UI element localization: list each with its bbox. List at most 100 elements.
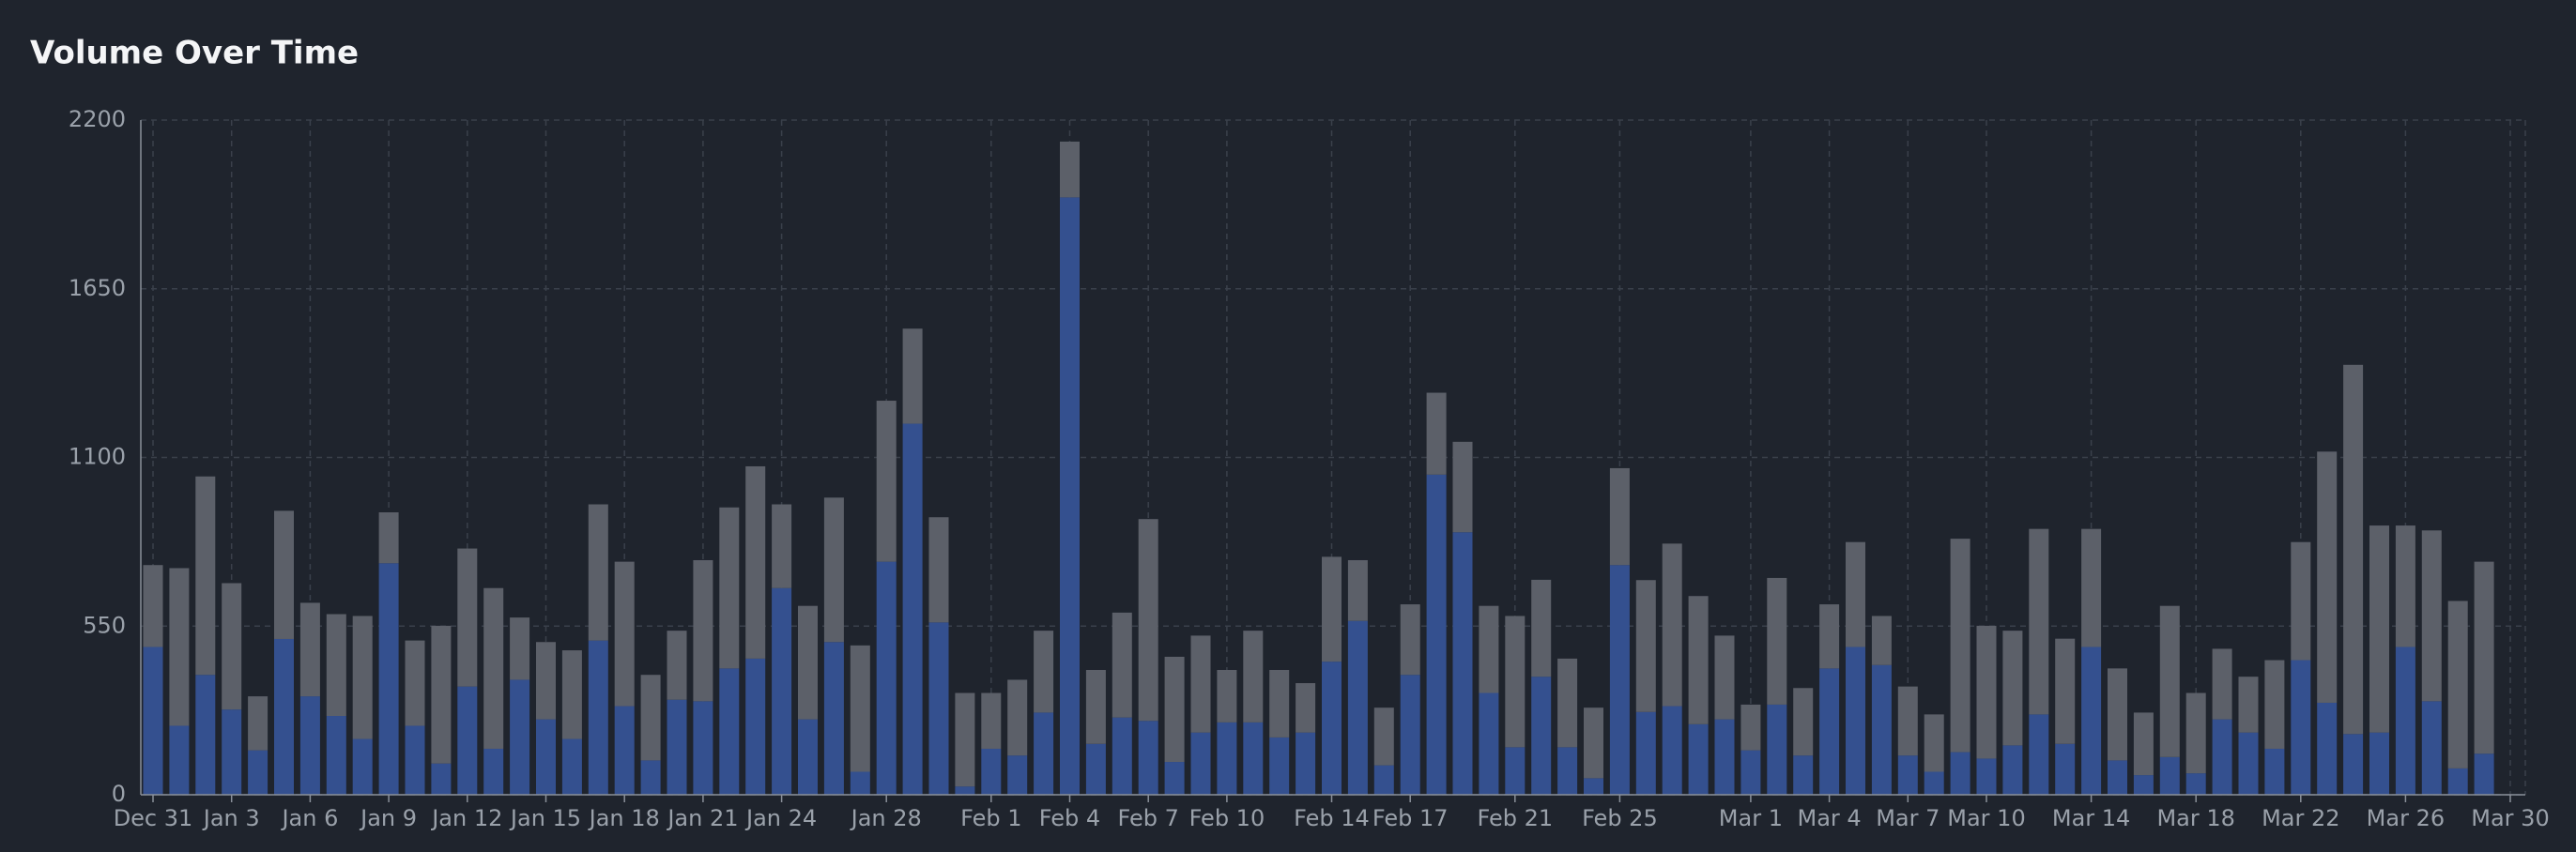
bar-segment (902, 423, 923, 795)
bar-segment (1557, 747, 1578, 795)
bar-segment (1400, 604, 1420, 676)
bar-segment (248, 696, 268, 751)
bar-segment (719, 507, 740, 669)
bar-segment (640, 675, 661, 761)
bar-segment (352, 738, 373, 795)
bar-segment (1112, 717, 1132, 795)
bar-segment (1662, 543, 1682, 707)
bar-segment (1164, 656, 1185, 763)
bar-segment (561, 650, 582, 739)
x-tick-label: Jan 6 (280, 805, 338, 831)
bar-segment (2133, 712, 2154, 776)
bar-segment (378, 563, 399, 795)
bar-segment (1740, 750, 1761, 795)
x-tick-label: Jan 18 (588, 805, 660, 831)
x-tick-label: Mar 22 (2262, 805, 2339, 831)
bar-segment (1924, 714, 1944, 772)
bar-segment (1296, 683, 1316, 733)
bar-segment (2212, 648, 2232, 720)
bar-segment (667, 631, 687, 700)
bar-segment (588, 640, 608, 795)
bar-segment (299, 696, 320, 795)
x-tick-label: Feb 17 (1372, 805, 1449, 831)
bar-segment (1034, 631, 1054, 713)
bar-segment (536, 642, 556, 720)
bar-segment (614, 561, 635, 707)
y-tick-label: 550 (83, 612, 126, 638)
bar-segment (928, 622, 949, 795)
bar-segment (143, 565, 163, 647)
bar-segment (352, 616, 373, 739)
bar-segment (1662, 706, 1682, 795)
bar-segment (1269, 669, 1290, 738)
bar-segment (2474, 561, 2494, 754)
bar-segment (326, 614, 346, 717)
bar-segment (2238, 677, 2259, 733)
bar-segment (1007, 755, 1028, 795)
bar-segment (1243, 722, 1264, 795)
bar-segment (2291, 541, 2311, 661)
bar-segment (483, 587, 504, 749)
bar-segment (1793, 688, 1814, 756)
bar-segment (876, 401, 897, 562)
bar-segment (1426, 392, 1447, 475)
bar-segment (1819, 668, 1840, 795)
bar-segment (1557, 658, 1578, 748)
bar-segment (536, 719, 556, 795)
x-tick-label: Mar 10 (1947, 805, 2025, 831)
bar-segment (955, 786, 975, 795)
bar-segment (981, 748, 1002, 795)
bar-segment (1373, 765, 1394, 795)
bar-segment (1609, 565, 1630, 795)
bar-segment (2395, 647, 2415, 795)
x-tick-label: Feb 14 (1294, 805, 1370, 831)
bar-segment (431, 625, 452, 764)
bar-segment (2002, 631, 2023, 746)
bar-segment (2343, 734, 2364, 795)
bar-segment (667, 699, 687, 795)
bar-segment (693, 559, 713, 702)
bar-segment (2369, 525, 2389, 733)
bar-segment (1112, 612, 1132, 718)
bar-segment (1767, 704, 1787, 795)
bar-segment (1505, 616, 1526, 748)
x-tick-label: Mar 4 (1798, 805, 1862, 831)
bar-segment (640, 760, 661, 795)
x-tick-label: Jan 21 (666, 805, 738, 831)
bar-segment (798, 605, 818, 720)
bar-segment (2395, 525, 2415, 647)
bar-segment (693, 701, 713, 795)
bar-segment (1217, 669, 1237, 723)
bar-segment (850, 645, 870, 772)
bar-segment (1060, 197, 1080, 796)
bar-segment (1950, 539, 1970, 753)
bar-segment (431, 763, 452, 795)
bar-segment (981, 692, 1002, 749)
bar-segment (2029, 528, 2049, 715)
bar-segment (1190, 732, 1211, 795)
bar-segment (2238, 732, 2259, 795)
chart-title: Volume Over Time (30, 35, 359, 72)
bar-segment (1976, 758, 1997, 795)
bar-segment (1976, 625, 1997, 759)
bar-segment (876, 561, 897, 795)
bar-segment (1322, 556, 1342, 662)
bar-segment (1924, 771, 1944, 795)
bar-segment (2369, 732, 2389, 795)
bar-segment (274, 638, 294, 795)
bar-segment (772, 504, 792, 588)
bar-segment (614, 706, 635, 795)
bar-segment (1584, 707, 1603, 779)
bar-segment (1609, 467, 1630, 566)
bar-segment (1347, 559, 1368, 621)
x-tick-label: Mar 7 (1876, 805, 1940, 831)
bar-segment (1531, 579, 1552, 677)
y-tick-label: 1650 (69, 275, 126, 301)
x-tick-label: Feb 25 (1582, 805, 1658, 831)
bar-segment (2212, 719, 2232, 795)
bar-segment (2421, 701, 2442, 795)
bar-segment (143, 647, 163, 795)
bar-segment (274, 510, 294, 639)
bar-segment (1505, 747, 1526, 795)
